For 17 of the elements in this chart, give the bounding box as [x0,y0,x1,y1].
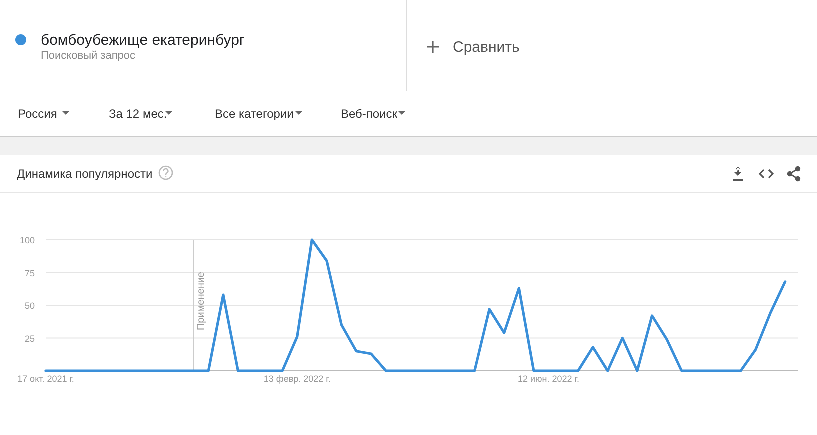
text: Веб-поиск [341,107,398,121]
text: Все категории [215,107,294,121]
y-tick-label: 75 [24,268,35,278]
chart-subtitle: Поисковый запрос [41,50,136,62]
x-tick-label: 17 окт. 2021 г. [18,374,74,384]
legend-label: бомбоубежище екатеринбург [41,32,246,49]
line-series [44,238,787,372]
y-tick-label: 25 [24,334,35,344]
text: Россия [18,107,58,121]
text: Сравнить [453,39,520,56]
y-tick-label: 50 [24,301,35,311]
x-tick-label: 12 июн. 2022 г. [518,374,580,384]
ref-line-label: Применение [196,272,207,331]
chart-title: Динамика популярности [17,167,153,181]
text: За 12 мес. [109,107,168,121]
x-tick-label: 13 февр. 2022 г. [264,374,331,384]
y-tick-label: 100 [20,236,35,246]
